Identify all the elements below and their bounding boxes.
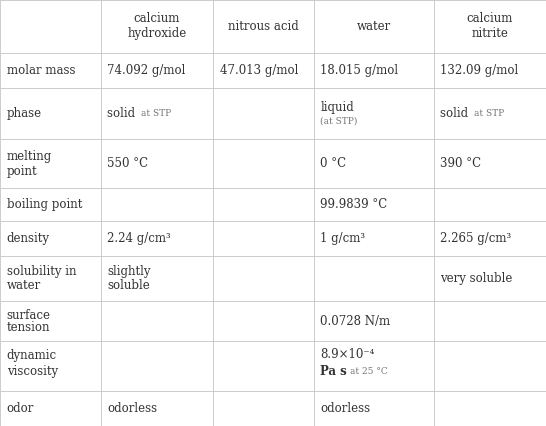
Text: 1 g/cm³: 1 g/cm³ — [320, 232, 365, 245]
Text: calcium
nitrite: calcium nitrite — [467, 12, 513, 40]
Text: 550 °C: 550 °C — [107, 157, 149, 170]
Text: 8.9×10⁻⁴: 8.9×10⁻⁴ — [320, 348, 375, 361]
Text: viscosity: viscosity — [7, 366, 58, 378]
Text: 18.015 g/mol: 18.015 g/mol — [320, 64, 399, 77]
Text: surface: surface — [7, 309, 51, 322]
Text: 99.9839 °C: 99.9839 °C — [320, 198, 388, 211]
Text: melting: melting — [7, 150, 52, 163]
Text: point: point — [7, 164, 37, 178]
Text: phase: phase — [7, 107, 41, 120]
Text: slightly: slightly — [107, 265, 151, 279]
Text: 0.0728 N/m: 0.0728 N/m — [320, 315, 390, 328]
Text: at STP: at STP — [474, 109, 505, 118]
Text: solid: solid — [440, 107, 472, 120]
Text: at STP: at STP — [141, 109, 171, 118]
Text: solubility in: solubility in — [7, 265, 76, 279]
Text: density: density — [7, 232, 50, 245]
Text: dynamic: dynamic — [7, 349, 57, 363]
Text: odor: odor — [7, 402, 34, 415]
Text: 390 °C: 390 °C — [440, 157, 482, 170]
Text: soluble: soluble — [107, 279, 150, 292]
Text: 0 °C: 0 °C — [320, 157, 346, 170]
Text: nitrous acid: nitrous acid — [228, 20, 299, 33]
Text: at 25 °C: at 25 °C — [350, 367, 388, 376]
Text: very soluble: very soluble — [440, 272, 513, 285]
Text: calcium
hydroxide: calcium hydroxide — [127, 12, 187, 40]
Text: tension: tension — [7, 321, 50, 334]
Text: solid: solid — [107, 107, 139, 120]
Text: boiling point: boiling point — [7, 198, 82, 211]
Text: odorless: odorless — [320, 402, 370, 415]
Text: (at STP): (at STP) — [320, 117, 358, 126]
Text: 2.265 g/cm³: 2.265 g/cm³ — [440, 232, 512, 245]
Text: 47.013 g/mol: 47.013 g/mol — [219, 64, 298, 77]
Text: odorless: odorless — [107, 402, 157, 415]
Text: molar mass: molar mass — [7, 64, 75, 77]
Text: 2.24 g/cm³: 2.24 g/cm³ — [107, 232, 171, 245]
Text: Pa s: Pa s — [320, 366, 347, 378]
Text: water: water — [357, 20, 391, 33]
Text: water: water — [7, 279, 41, 292]
Text: liquid: liquid — [320, 101, 354, 114]
Text: 132.09 g/mol: 132.09 g/mol — [440, 64, 519, 77]
Text: 74.092 g/mol: 74.092 g/mol — [107, 64, 186, 77]
